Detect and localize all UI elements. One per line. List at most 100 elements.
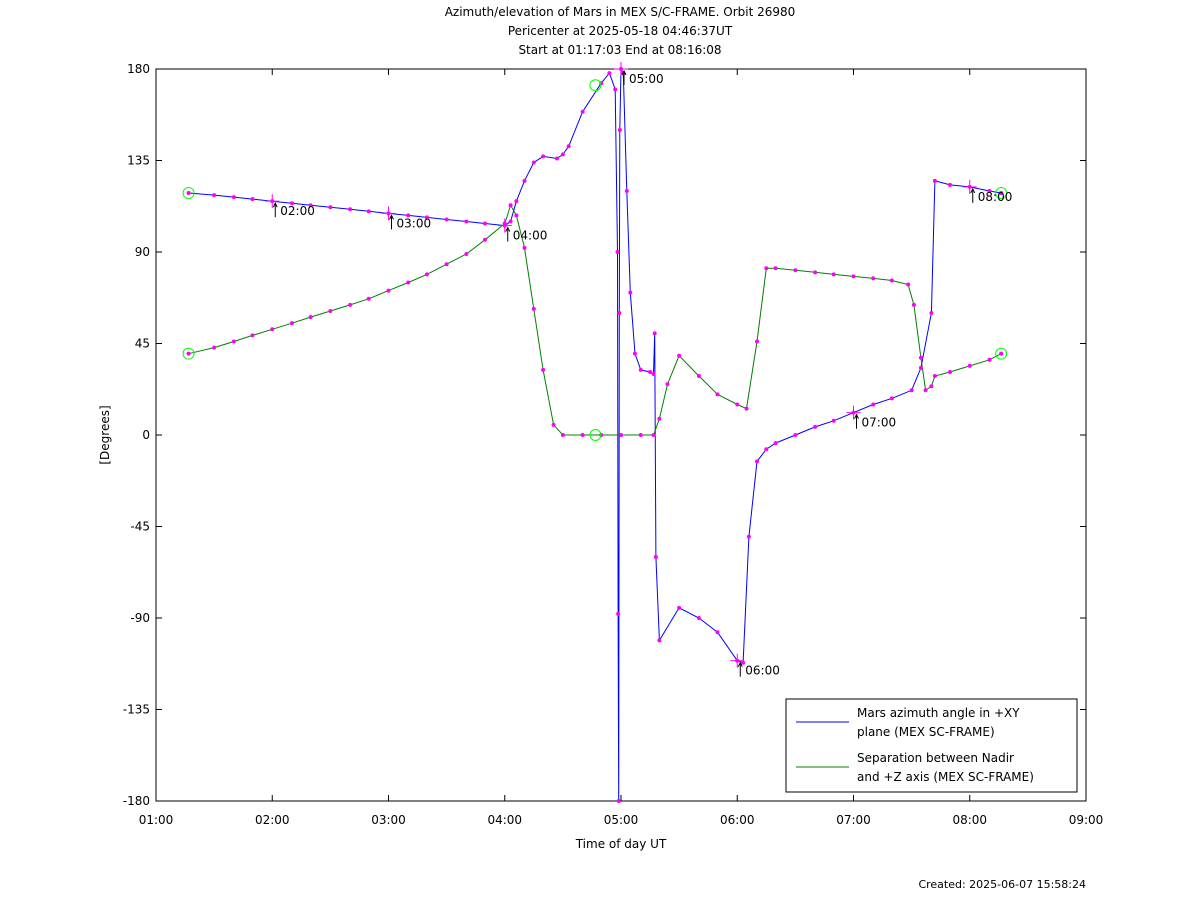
data-point: [871, 276, 876, 281]
created-timestamp: Created: 2025-06-07 15:58:24: [918, 878, 1086, 891]
data-point: [328, 205, 333, 210]
data-point: [793, 433, 798, 437]
data-point: [696, 374, 701, 379]
data-point: [744, 406, 749, 411]
data-point: [735, 402, 740, 407]
data-point: [531, 160, 536, 165]
data-point: [677, 605, 682, 610]
data-point: [715, 392, 720, 397]
time-label: 03:00: [397, 216, 432, 230]
data-point: [514, 213, 519, 218]
data-point: [987, 189, 992, 193]
time-arrow-head: [621, 69, 627, 76]
data-point: [889, 396, 894, 401]
x-axis-label: Time of day UT: [575, 837, 667, 851]
data-point: [967, 363, 972, 368]
data-point: [308, 315, 313, 320]
data-point: [628, 290, 633, 295]
time-arrow-head: [737, 661, 743, 667]
data-point: [746, 534, 751, 539]
chart-title: Azimuth/elevation of Mars in MEX S/C-FRA…: [445, 5, 796, 57]
legend-label-1: plane (MEX SC-FRAME): [857, 725, 995, 739]
data-point: [932, 178, 937, 183]
legend-box: [785, 698, 1078, 793]
time-label: 07:00: [862, 416, 897, 430]
data-point: [677, 353, 682, 358]
data-point: [186, 351, 191, 356]
data-point: [793, 268, 798, 273]
data-point: [348, 302, 353, 307]
data-point: [619, 433, 623, 437]
data-point: [444, 217, 449, 222]
time-label: 02:00: [280, 204, 315, 218]
y-axis-label: [Degrees]: [98, 405, 112, 464]
data-point: [764, 447, 769, 452]
data-point: [918, 355, 923, 360]
data-point: [541, 154, 546, 159]
data-point: [657, 416, 662, 421]
y-tick-label: 45: [135, 337, 150, 351]
time-annotations: 02:00 03:00 04:00 05:00 06:00 07:00 08:00: [265, 62, 1012, 678]
data-point: [613, 87, 618, 92]
data-point: [328, 308, 333, 313]
axes: 01:00 02:00 03:00 04:00 05:00 06:00 07:00 08:00…: [98, 62, 1103, 851]
title-line: Azimuth/elevation of Mars in MEX S/C-FRA…: [445, 5, 796, 19]
data-point: [653, 555, 658, 559]
data-point: [212, 345, 217, 350]
data-point: [764, 266, 769, 271]
time-label: 06:00: [745, 664, 780, 678]
data-point: [250, 197, 255, 202]
data-markers: [182, 67, 1008, 803]
data-point: [906, 282, 911, 287]
data-point: [651, 372, 656, 376]
data-point: [366, 209, 371, 214]
data-point: [464, 219, 469, 224]
endpoint-marker: [182, 347, 195, 360]
endpoint-marker: [995, 187, 1008, 200]
data-point: [932, 374, 937, 379]
data-point: [773, 441, 778, 446]
data-point: [290, 201, 295, 206]
endpoint-marker: [995, 347, 1008, 360]
data-point: [909, 388, 914, 393]
time-arrow-head: [970, 187, 976, 194]
data-point: [560, 152, 565, 157]
data-point: [366, 296, 371, 301]
data-point: [616, 611, 621, 616]
data-point: [231, 339, 236, 344]
data-point: [831, 418, 836, 423]
series-line-2: [188, 203, 1002, 436]
data-point: [212, 193, 217, 198]
data-point: [514, 199, 519, 204]
y-tick-label: -135: [123, 703, 150, 717]
time-label: 04:00: [513, 229, 548, 243]
data-point: [741, 660, 746, 665]
data-point: [308, 203, 313, 208]
data-point: [424, 215, 429, 220]
data-point: [250, 333, 255, 338]
data-point: [186, 191, 191, 196]
legend: Mars azimuth angle in +XY plane (MEX SC-F…: [785, 698, 1078, 793]
y-tick-label: 90: [135, 245, 150, 259]
time-label: 08:00: [978, 190, 1013, 204]
data-point: [580, 433, 585, 437]
data-point: [482, 237, 487, 242]
data-point: [638, 367, 643, 372]
legend-label-1: Mars azimuth angle in +XY: [857, 706, 1020, 720]
x-tick-label: 06:00: [720, 813, 755, 827]
data-point: [231, 195, 236, 200]
data-point: [999, 351, 1004, 356]
legend-label-2: and +Z axis (MEX SC-FRAME): [857, 770, 1034, 784]
data-point: [665, 382, 670, 387]
data-point: [871, 402, 876, 407]
time-arrow-head: [854, 413, 859, 419]
data-point: [947, 182, 952, 187]
data-point: [813, 424, 818, 429]
y-tick-label: -45: [130, 520, 150, 534]
x-tick-label: 09:00: [1069, 813, 1104, 827]
data-point: [508, 203, 513, 208]
x-tick-label: 08:00: [952, 813, 987, 827]
x-tick-label: 04:00: [487, 813, 522, 827]
data-point: [522, 245, 527, 250]
data-point: [464, 252, 469, 257]
